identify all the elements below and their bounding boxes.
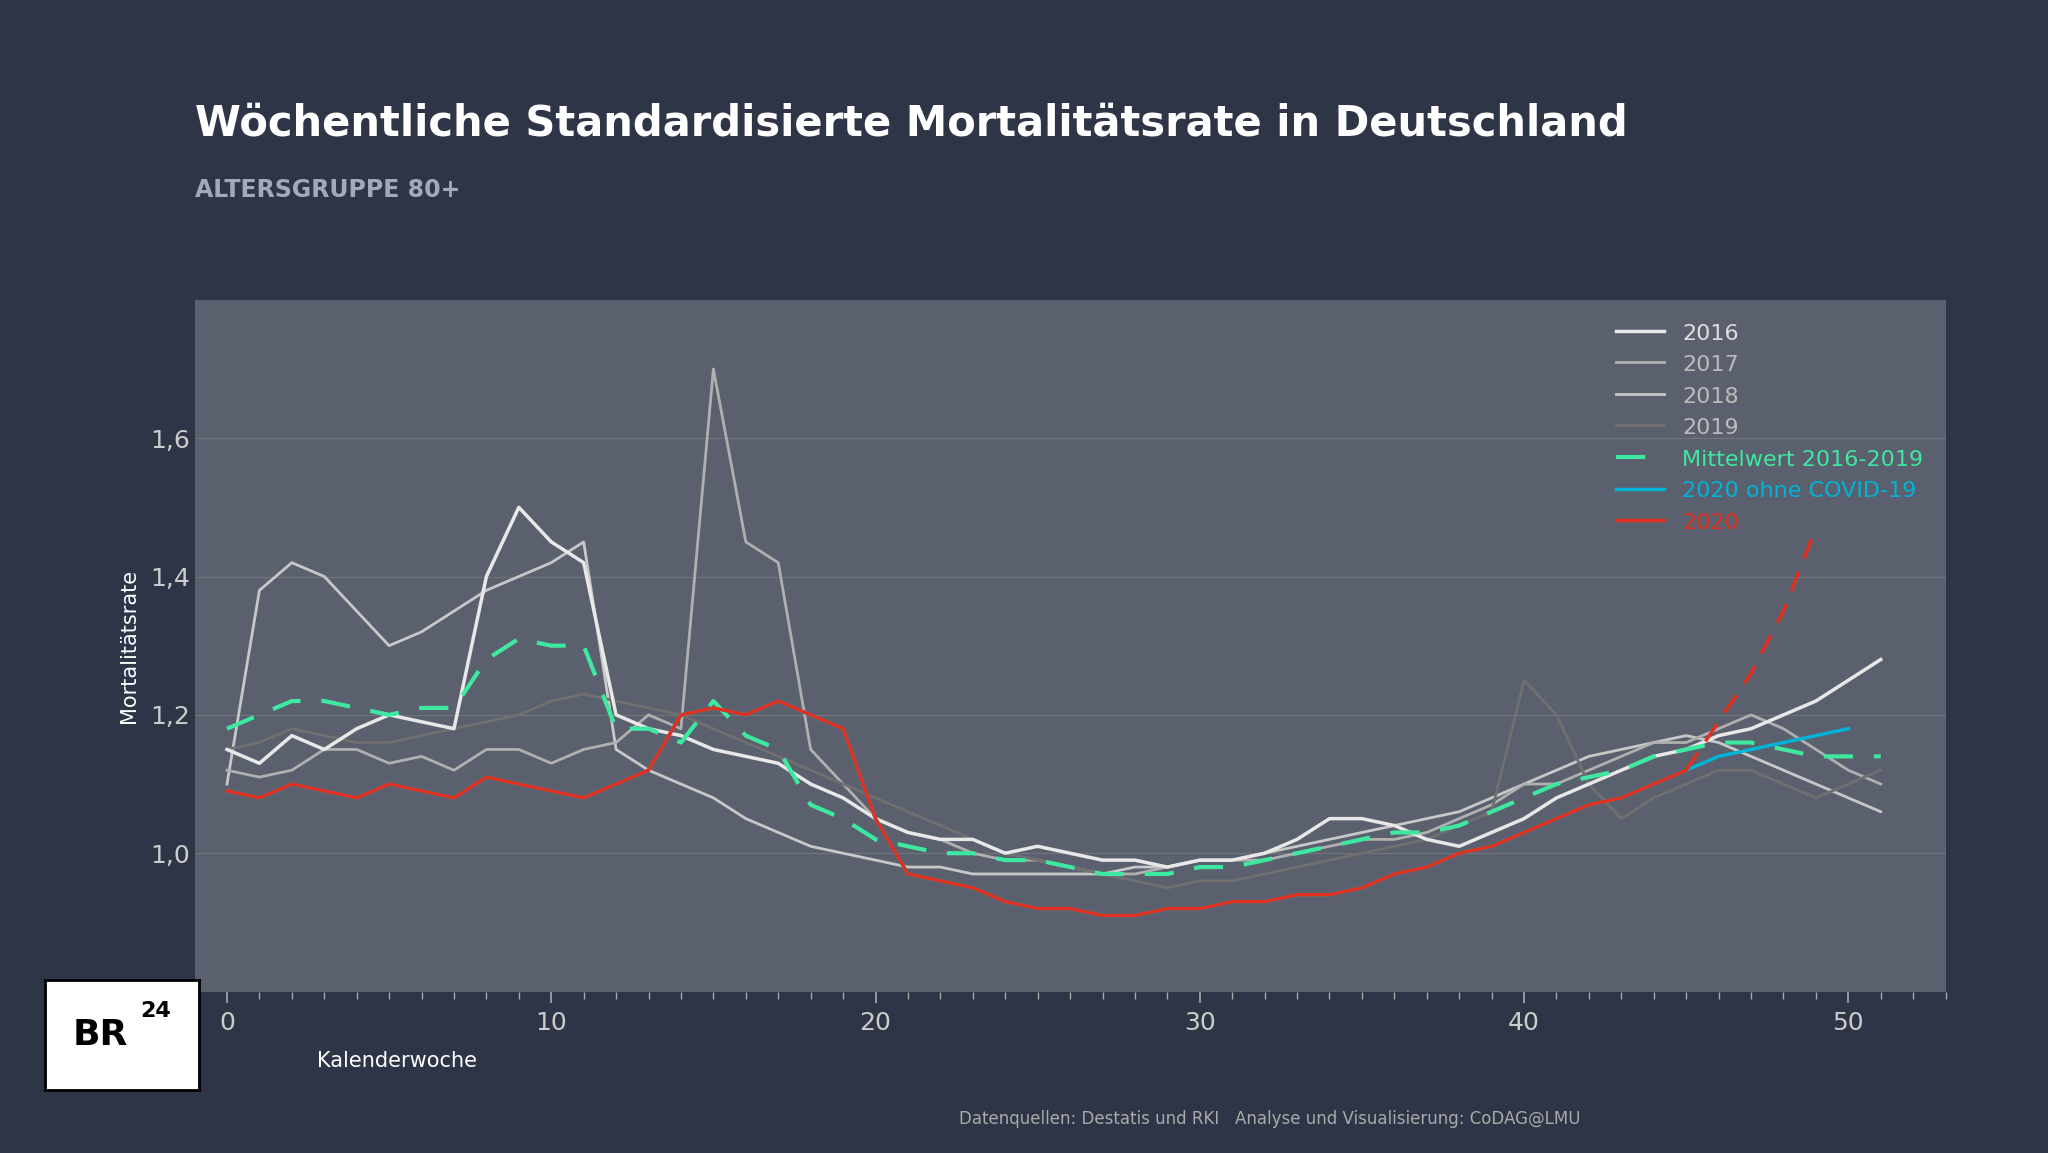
Text: 24: 24 (139, 1001, 172, 1020)
Text: ALTERSGRUPPE 80+: ALTERSGRUPPE 80+ (195, 178, 461, 202)
Text: 50: 50 (1833, 1011, 1864, 1035)
Text: Wöchentliche Standardisierte Mortalitätsrate in Deutschland: Wöchentliche Standardisierte Mortalitäts… (195, 103, 1628, 144)
Text: Datenquellen: Destatis und RKI   Analyse und Visualisierung: CoDAG@LMU: Datenquellen: Destatis und RKI Analyse u… (958, 1109, 1581, 1128)
Text: BR: BR (74, 1018, 129, 1052)
Text: 20: 20 (860, 1011, 891, 1035)
Text: 0: 0 (219, 1011, 236, 1035)
Text: 40: 40 (1507, 1011, 1540, 1035)
Y-axis label: Mortalitätsrate: Mortalitätsrate (119, 568, 139, 723)
Legend: 2016, 2017, 2018, 2019, Mittelwert 2016-2019, 2020 ohne COVID-19, 2020: 2016, 2017, 2018, 2019, Mittelwert 2016-… (1604, 311, 1935, 544)
Text: Kalenderwoche: Kalenderwoche (317, 1050, 477, 1070)
Text: 30: 30 (1184, 1011, 1217, 1035)
Text: 10: 10 (535, 1011, 567, 1035)
